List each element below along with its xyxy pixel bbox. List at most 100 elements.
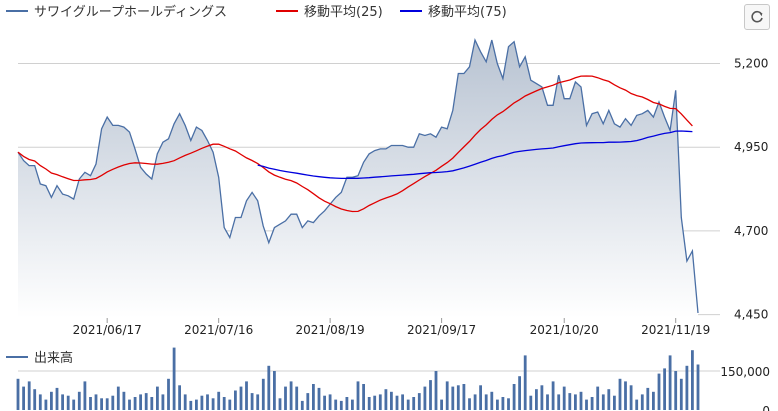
volume-bar [144,393,148,410]
volume-bar [27,381,31,410]
volume-bar [601,394,605,410]
volume-bar [585,399,588,410]
volume-bar [496,399,499,410]
volume-bar [156,386,159,410]
price-y-tick-label: 4,700 [734,224,768,238]
volume-bar [590,397,594,410]
volume-bar [378,394,382,410]
volume-bar [66,395,70,410]
volume-bar [239,386,243,410]
volume-bar [267,365,271,410]
x-axis: 2021/06/17 2021/07/16 2021/08/19 2021/09/17… [73,318,710,337]
volume-bar [234,390,237,410]
price-y-tick-label: 4,950 [734,140,768,154]
volume-bar [490,391,494,410]
volume-bar [390,391,393,410]
volume-bar [529,395,533,410]
volume-bar [395,395,399,410]
volume-bar [384,389,388,410]
volume-bar [551,381,555,410]
volume-bar [512,384,516,410]
volume-bar [574,394,577,410]
volume-bar [256,394,260,410]
volume-bar [663,368,666,410]
legend: サワイグループホールディングス 移動平均(25) 移動平均(75) [6,4,507,20]
x-tick-label: 2021/08/19 [296,323,365,337]
volume-bar [451,386,455,410]
ma25-line [17,75,693,213]
volume-bar [183,394,187,410]
volume-bar [401,394,404,410]
volume-bar [540,385,544,410]
volume-bar [484,394,488,410]
volume-bar [295,386,299,410]
volume-bar [373,395,377,410]
volume-bar [328,394,332,410]
volume-bar [468,398,471,410]
x-tick-label: 2021/11/19 [641,323,710,337]
volume-bar [22,386,25,410]
volume-bar [222,397,226,410]
volume-bar [312,384,315,410]
volume-bar [596,386,600,410]
price-y-tick-label: 4,450 [734,308,768,322]
volume-y-axis: 150,000 0 [720,365,770,411]
volume-bar [317,387,321,410]
volume-bar [523,355,527,410]
volume-bar [83,381,87,410]
legend-label-volume: 出来高 [34,350,73,366]
price-line [17,37,699,314]
volume-bar [579,391,583,410]
volume-bar [434,371,438,410]
volume-bar [189,400,193,410]
volume-bar [668,355,672,410]
volume-bar [406,399,410,410]
volume-bar [351,399,354,410]
volume-bar [501,397,505,410]
volume-bar [334,399,338,410]
volume-bar [133,397,137,410]
ma75-line [257,130,693,180]
volume-bar [111,395,115,410]
x-tick-label: 2021/06/17 [73,323,142,337]
volume-bar [568,393,572,410]
volume-bar [128,399,131,410]
volume-bar [535,389,538,410]
volume-bar [618,378,622,410]
volume-bar [562,386,566,410]
volume-bar [640,394,644,410]
volume-bar [217,391,221,410]
volume-bar [440,399,443,410]
volume-bar [77,391,81,410]
volume-bar [206,394,209,410]
reset-zoom-button[interactable] [744,4,770,30]
volume-bar [362,384,365,410]
volume-bar [122,391,126,410]
volume-bar [691,350,694,410]
volume-bar [284,386,287,410]
volume-bar [356,381,360,410]
volume-bar [479,385,482,410]
volume-bar [228,399,232,410]
volume-bar [429,380,432,410]
volume-bar [423,386,427,410]
volume-bar [635,399,639,410]
volume-bar [211,398,215,410]
volume-bar [55,387,59,410]
x-tick-label: 2021/10/20 [530,323,599,337]
legend-label-price: サワイグループホールディングス [34,4,227,20]
volume-bar [445,381,449,410]
volume-legend: 出来高 [6,350,73,366]
volume-bar [629,385,633,410]
volume-bar [679,378,683,410]
volume-bar [250,393,254,410]
volume-bar [607,389,611,410]
volume-bar [417,393,421,410]
volume-bar [412,397,416,410]
volume-bar [167,378,170,410]
volume-bar [652,391,655,410]
volume-bar [61,394,64,410]
volume-bar [33,389,37,410]
volume-bar [195,399,198,410]
volume-bar [674,371,678,410]
